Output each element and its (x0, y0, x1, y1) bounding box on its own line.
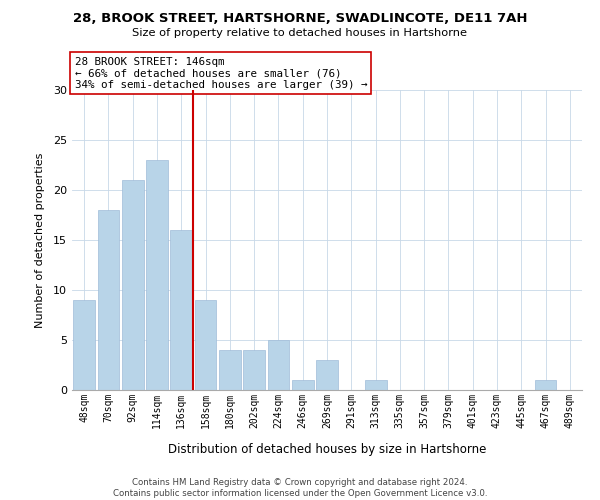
Bar (219, 350, 241, 390)
Bar (146, 160, 168, 390)
Text: 28 BROOK STREET: 146sqm
← 66% of detached houses are smaller (76)
34% of semi-de: 28 BROOK STREET: 146sqm ← 66% of detache… (74, 57, 367, 90)
Text: Distribution of detached houses by size in Hartshorne: Distribution of detached houses by size … (168, 442, 486, 456)
Y-axis label: Number of detached properties: Number of detached properties (35, 152, 44, 328)
Text: Contains HM Land Registry data © Crown copyright and database right 2024.
Contai: Contains HM Land Registry data © Crown c… (113, 478, 487, 498)
Bar (316, 360, 338, 390)
Bar (122, 180, 143, 390)
Bar (268, 340, 289, 390)
Bar (243, 350, 265, 390)
Text: Size of property relative to detached houses in Hartshorne: Size of property relative to detached ho… (133, 28, 467, 38)
Bar (292, 380, 314, 390)
Bar (365, 380, 386, 390)
Bar (194, 300, 217, 390)
Bar (170, 230, 192, 390)
Bar (535, 380, 556, 390)
Bar (73, 300, 95, 390)
Text: 28, BROOK STREET, HARTSHORNE, SWADLINCOTE, DE11 7AH: 28, BROOK STREET, HARTSHORNE, SWADLINCOT… (73, 12, 527, 26)
Bar (97, 210, 119, 390)
